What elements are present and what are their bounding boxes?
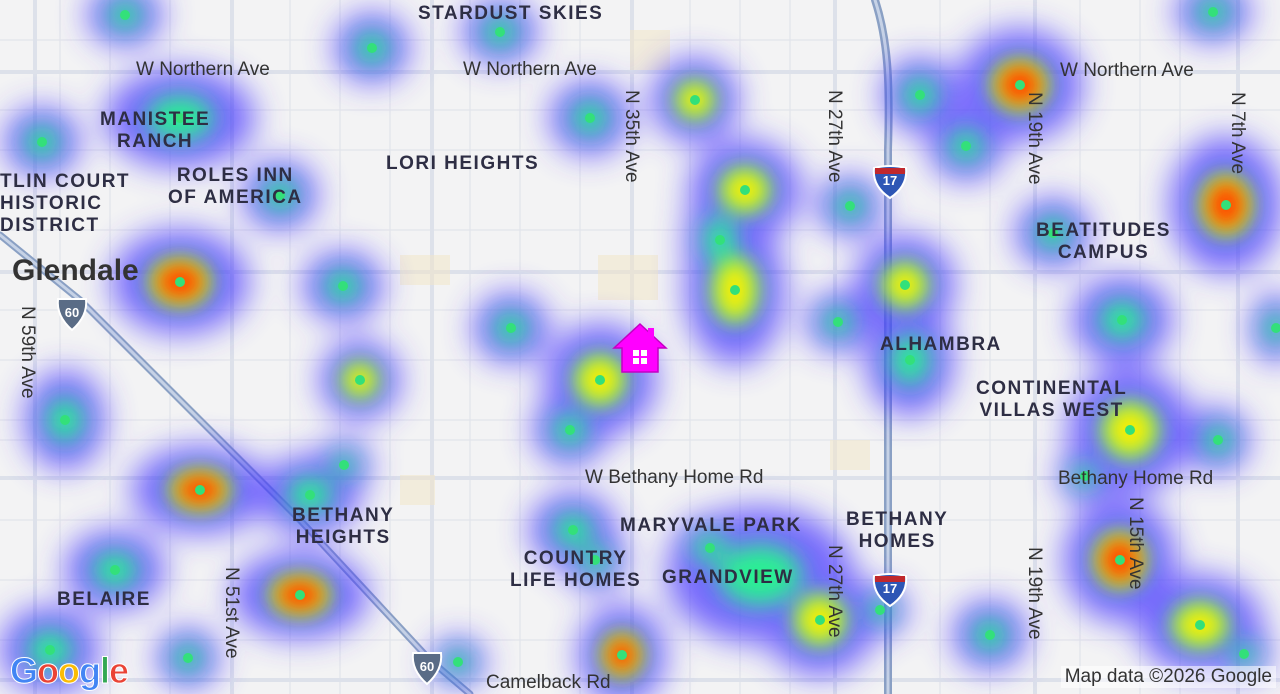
heat-point	[1221, 200, 1231, 210]
city-label: Glendale	[12, 254, 139, 287]
map-attribution: Map data ©2026 Google	[1060, 666, 1276, 688]
heat-point	[1048, 228, 1058, 238]
us-route-shield-icon: 60	[407, 650, 447, 686]
google-logo: Google	[9, 650, 129, 692]
road-label: N 7th Ave	[1227, 92, 1248, 175]
neighborhood-label: ROLES INN OF AMERICA	[168, 165, 303, 208]
heat-point	[740, 185, 750, 195]
neighborhood-label: BEATITUDES CAMPUS	[1036, 220, 1171, 263]
heat-point	[355, 375, 365, 385]
road-label: W Northern Ave	[1060, 60, 1194, 81]
heat-point	[845, 201, 855, 211]
neighborhood-label: CONTINENTAL VILLAS WEST	[976, 378, 1128, 421]
neighborhood-label: GRANDVIEW	[662, 567, 794, 588]
home-icon[interactable]	[612, 322, 668, 376]
heat-point	[110, 565, 120, 575]
heat-point	[961, 141, 971, 151]
heat-point	[1125, 425, 1135, 435]
heat-point	[367, 43, 377, 53]
heat-point	[595, 375, 605, 385]
heat-point	[730, 285, 740, 295]
neighborhood-label: LORI HEIGHTS	[386, 153, 540, 174]
heat-point	[1271, 323, 1280, 333]
road-label: Camelback Rd	[486, 672, 611, 693]
heat-point	[1117, 315, 1127, 325]
heat-point	[295, 590, 305, 600]
heat-point	[815, 615, 825, 625]
road-label: N 27th Ave	[824, 545, 845, 638]
shield-number: 17	[882, 581, 898, 596]
road-label: N 59th Ave	[17, 306, 38, 399]
heat-point	[1208, 7, 1218, 17]
road-label: N 15th Ave	[1125, 497, 1146, 590]
heat-point	[183, 653, 193, 663]
heat-point	[565, 425, 575, 435]
heat-point	[1080, 471, 1090, 481]
shield-number: 60	[419, 659, 435, 674]
heat-point	[506, 323, 516, 333]
heat-point	[37, 137, 47, 147]
road-label: W Northern Ave	[136, 59, 270, 80]
heat-point	[1213, 435, 1223, 445]
neighborhood-label: BETHANY HOMES	[846, 509, 949, 552]
heat-point	[590, 555, 600, 565]
heat-point	[495, 27, 505, 37]
heat-point	[1195, 620, 1205, 630]
us-route-shield-icon: 60	[52, 296, 92, 332]
neighborhood-label: BETHANY HEIGHTS	[292, 505, 395, 548]
heat-point	[45, 645, 55, 655]
heat-point	[915, 90, 925, 100]
heat-point	[900, 280, 910, 290]
heat-point	[339, 460, 349, 470]
heat-point	[833, 317, 843, 327]
interstate-shield-icon: 17	[870, 572, 910, 608]
heat-point	[617, 650, 627, 660]
neighborhood-label: MANISTEE RANCH	[100, 109, 211, 152]
heat-point	[985, 630, 995, 640]
neighborhood-label: COUNTRY LIFE HOMES	[510, 548, 642, 591]
road-label: N 35th Ave	[621, 90, 642, 183]
shield-number: 17	[882, 173, 898, 188]
road-label: N 19th Ave	[1024, 547, 1045, 640]
road-label: N 51st Ave	[221, 567, 242, 659]
heat-point	[585, 113, 595, 123]
heat-point	[120, 10, 130, 20]
heat-point	[338, 281, 348, 291]
neighborhood-label: TLIN COURT HISTORIC DISTRICT	[0, 171, 131, 236]
heat-point	[905, 355, 915, 365]
road-label: W Northern Ave	[463, 59, 597, 80]
heat-point	[705, 543, 715, 553]
road-label: W Bethany Home Rd	[585, 467, 764, 488]
heat-point	[1015, 80, 1025, 90]
heat-point	[305, 490, 315, 500]
heat-point	[175, 113, 185, 123]
land-patches	[400, 30, 870, 505]
heat-point	[755, 570, 765, 580]
neighborhood-label: MARYVALE PARK	[620, 515, 802, 536]
shield-number: 60	[64, 305, 80, 320]
interstate-shield-icon: 17	[870, 164, 910, 200]
heat-point	[175, 277, 185, 287]
road-label: N 27th Ave	[824, 90, 845, 183]
neighborhood-label: ALHAMBRA	[880, 334, 1002, 355]
heat-point	[690, 95, 700, 105]
road-label: Bethany Home Rd	[1058, 468, 1214, 489]
heat-point	[1239, 649, 1249, 659]
heat-point	[60, 415, 70, 425]
heat-point	[715, 235, 725, 245]
heat-point	[195, 485, 205, 495]
heat-point	[453, 657, 463, 667]
heat-point	[1115, 555, 1125, 565]
neighborhood-label: BELAIRE	[57, 589, 151, 610]
neighborhood-label: STARDUST SKIES	[418, 3, 604, 24]
heat-point	[875, 605, 885, 615]
heat-point	[568, 525, 578, 535]
road-label: N 19th Ave	[1024, 92, 1045, 185]
heat-point	[275, 190, 285, 200]
